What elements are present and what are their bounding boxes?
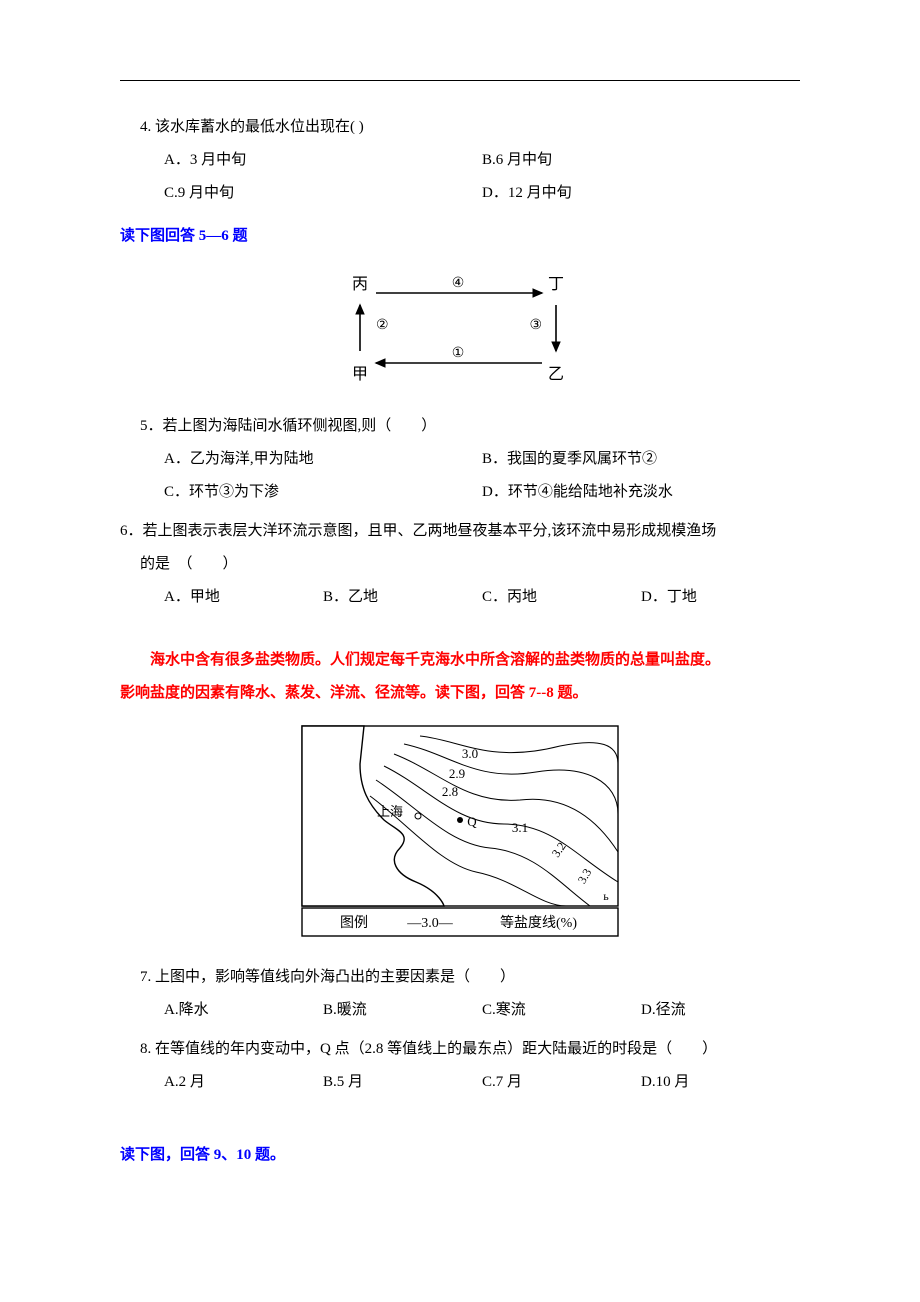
node-yi: 乙: [548, 366, 564, 383]
q7-stem: 7. 上图中，影响等值线向外海凸出的主要因素是（ ）: [120, 961, 800, 994]
q7-option-b: B.暖流: [323, 994, 482, 1027]
q7-option-c: C.寒流: [482, 994, 641, 1027]
q6-stem-2: 的是 （ ）: [120, 548, 800, 581]
q5-option-b: B．我国的夏季风属环节②: [482, 443, 800, 476]
diagram-5-6: 丙 丁 甲 乙 ④ ③ ① ②: [120, 267, 800, 400]
q6-option-a: A．甲地: [164, 581, 323, 614]
salinity-map-svg: 3.0 2.9 2.8 上海 Q 3.1 3.2 3.3 ь 图例 —3.0— …: [300, 724, 620, 938]
q8-option-b: B.5 月: [323, 1066, 482, 1099]
q6-option-d: D．丁地: [641, 581, 800, 614]
q7-option-a: A.降水: [164, 994, 323, 1027]
q4-option-b: B.6 月中旬: [482, 144, 800, 177]
contour-label-29: 2.9: [449, 766, 465, 781]
section-9-10-heading: 读下图，回答 9、10 题。: [120, 1139, 800, 1172]
legend-label-right: 等盐度线(%): [500, 914, 577, 931]
edge-label-4: ④: [452, 276, 465, 291]
q6-option-c: C．丙地: [482, 581, 641, 614]
point-shanghai: [415, 813, 421, 819]
q8-option-c: C.7 月: [482, 1066, 641, 1099]
cycle-diagram-svg: 丙 丁 甲 乙 ④ ③ ① ②: [330, 267, 590, 387]
edge-label-1: ①: [452, 346, 465, 361]
q4-option-d: D．12 月中旬: [482, 177, 800, 210]
node-bing: 丙: [352, 276, 368, 293]
q8-option-a: A.2 月: [164, 1066, 323, 1099]
label-q: Q: [467, 814, 477, 829]
q6-stem: 6．若上图表示表层大洋环流示意图，且甲、乙两地昼夜基本平分,该环流中易形成规模渔…: [120, 515, 800, 548]
section-5-6-heading: 读下图回答 5—6 题: [120, 220, 800, 253]
q7-option-d: D.径流: [641, 994, 800, 1027]
legend-label-left: 图例: [340, 915, 368, 931]
point-q: [457, 817, 463, 823]
q4-option-a: A．3 月中旬: [164, 144, 482, 177]
q5-option-d: D．环节④能给陆地补充淡水: [482, 476, 800, 509]
edge-label-3: ③: [529, 318, 542, 333]
q4-option-c: C.9 月中旬: [164, 177, 482, 210]
figure-7-8: 3.0 2.9 2.8 上海 Q 3.1 3.2 3.3 ь 图例 —3.0— …: [120, 724, 800, 951]
contour-label-30: 3.0: [462, 746, 478, 761]
q6-option-b: B．乙地: [323, 581, 482, 614]
q5-option-c: C．环节③为下渗: [164, 476, 482, 509]
map-corner-mark: ь: [603, 889, 609, 903]
passage-7-8: 海水中含有很多盐类物质。人们规定每千克海水中所含溶解的盐类物质的总量叫盐度。 影…: [120, 644, 800, 710]
top-rule: [120, 80, 800, 81]
q5-option-a: A．乙为海洋,甲为陆地: [164, 443, 482, 476]
q8-option-d: D.10 月: [641, 1066, 800, 1099]
q8-stem: 8. 在等值线的年内变动中，Q 点（2.8 等值线上的最东点）距大陆最近的时段是…: [120, 1033, 800, 1066]
passage-7-8-line2: 影响盐度的因素有降水、蒸发、洋流、径流等。读下图，回答 7--8 题。: [120, 685, 588, 701]
node-jia: 甲: [352, 366, 368, 383]
label-shanghai: 上海: [377, 804, 403, 819]
legend-sample: —3.0—: [406, 916, 454, 931]
node-ding: 丁: [548, 276, 564, 293]
contour-label-31: 3.1: [512, 820, 528, 835]
passage-7-8-line1: 海水中含有很多盐类物质。人们规定每千克海水中所含溶解的盐类物质的总量叫盐度。: [150, 652, 720, 668]
q4-stem: 4. 该水库蓄水的最低水位出现在( ): [120, 111, 800, 144]
edge-label-2: ②: [376, 318, 389, 333]
q5-stem: 5．若上图为海陆间水循环侧视图,则（ ）: [120, 410, 800, 443]
contour-label-28: 2.8: [442, 784, 458, 799]
